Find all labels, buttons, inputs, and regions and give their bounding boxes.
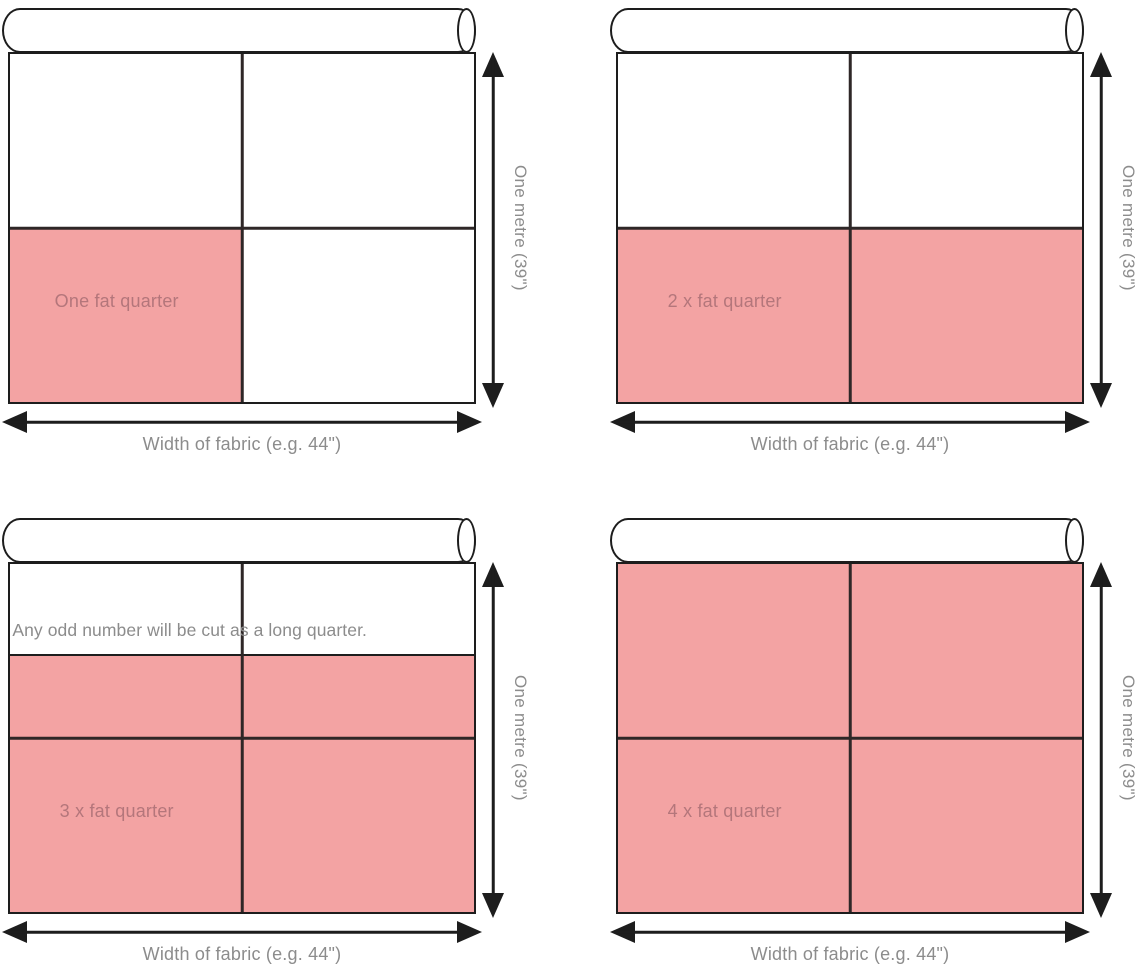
panel-label: 2 x fat quarter — [667, 290, 782, 311]
long-quarter-note: Any odd number will be cut as a long qua… — [12, 619, 368, 640]
fabric-roll — [610, 518, 1084, 563]
fabric-roll — [2, 8, 476, 53]
arrow-right-icon — [1065, 921, 1090, 943]
panel-label: 4 x fat quarter — [667, 800, 782, 821]
fabric-sheet: 2 x fat quarter — [616, 52, 1084, 404]
height-dimension-arrow — [1089, 562, 1113, 918]
height-axis-label: One metre (39") — [1119, 675, 1138, 801]
arrow-down-icon — [482, 893, 504, 918]
arrow-down-icon — [1090, 383, 1112, 408]
arrow-shaft — [10, 930, 474, 934]
height-axis-label: One metre (39") — [511, 165, 530, 291]
fabric-roll — [2, 518, 476, 563]
arrow-shaft — [491, 60, 495, 400]
height-dimension-arrow — [481, 52, 505, 408]
width-dimension-arrow — [2, 410, 482, 434]
arrow-shaft — [618, 420, 1082, 424]
arrow-down-icon — [482, 383, 504, 408]
panel-label: 3 x fat quarter — [59, 800, 174, 821]
horizontal-cut-line — [618, 226, 1082, 230]
fabric-roll-end-icon — [1065, 8, 1084, 53]
horizontal-cut-line — [618, 736, 1082, 740]
panel-four-fat-quarter: 4 x fat quarter One metre (39") Width of… — [610, 516, 1140, 971]
horizontal-cut-line — [10, 736, 474, 740]
height-axis-label: One metre (39") — [511, 675, 530, 801]
width-axis-label: Width of fabric (e.g. 44") — [142, 944, 342, 964]
panel-label: One fat quarter — [54, 290, 179, 311]
height-dimension-arrow — [1089, 52, 1113, 408]
fat-quarter-highlight — [10, 228, 242, 402]
fabric-roll-end-icon — [457, 8, 476, 53]
arrow-down-icon — [1090, 893, 1112, 918]
fabric-sheet: 4 x fat quarter — [616, 562, 1084, 914]
arrow-right-icon — [1065, 411, 1090, 433]
width-axis-label: Width of fabric (e.g. 44") — [750, 434, 950, 454]
arrow-shaft — [10, 420, 474, 424]
width-axis-label: Width of fabric (e.g. 44") — [142, 434, 342, 454]
panel-two-fat-quarter: 2 x fat quarter One metre (39") Width of… — [610, 6, 1140, 461]
panel-three-fat-quarter: Any odd number will be cut as a long qua… — [2, 516, 542, 971]
arrow-shaft — [491, 570, 495, 910]
arrow-shaft — [1099, 60, 1103, 400]
width-dimension-arrow — [610, 920, 1090, 944]
fabric-roll — [610, 8, 1084, 53]
width-dimension-arrow — [610, 410, 1090, 434]
fabric-sheet: One fat quarter — [8, 52, 476, 404]
fabric-roll-end-icon — [457, 518, 476, 563]
horizontal-cut-line — [10, 226, 474, 230]
fabric-sheet: Any odd number will be cut as a long qua… — [8, 562, 476, 914]
width-dimension-arrow — [2, 920, 482, 944]
arrow-shaft — [1099, 570, 1103, 910]
fabric-roll-end-icon — [1065, 518, 1084, 563]
height-dimension-arrow — [481, 562, 505, 918]
width-axis-label: Width of fabric (e.g. 44") — [750, 944, 950, 964]
arrow-right-icon — [457, 411, 482, 433]
panel-one-fat-quarter: One fat quarter One metre (39") Width of… — [2, 6, 542, 461]
height-axis-label: One metre (39") — [1119, 165, 1138, 291]
arrow-right-icon — [457, 921, 482, 943]
arrow-shaft — [618, 930, 1082, 934]
